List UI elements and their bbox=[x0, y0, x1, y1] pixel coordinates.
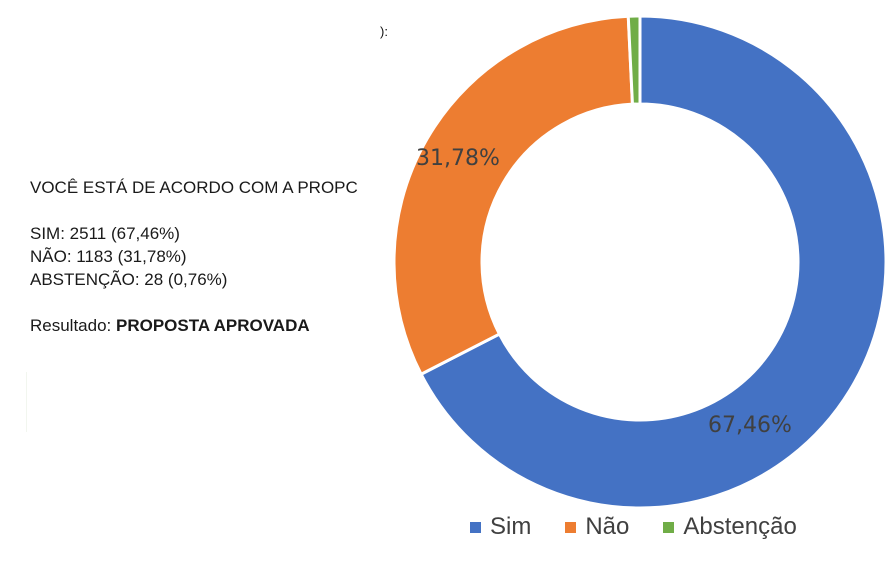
legend-swatch-nao bbox=[565, 521, 577, 533]
legend-label-sim: Sim bbox=[490, 513, 532, 540]
slice-label-nao: 31,78% bbox=[416, 146, 500, 171]
legend-item-nao: Não bbox=[565, 513, 629, 541]
donut-slice-abstencao bbox=[626, 14, 642, 106]
donut-slice-nao bbox=[392, 14, 635, 377]
result-label: Resultado: bbox=[30, 316, 116, 335]
legend-item-sim: Sim bbox=[470, 513, 531, 541]
legend-swatch-abstencao bbox=[663, 521, 675, 533]
divider-line bbox=[26, 372, 27, 432]
result-line-abstencao: ABSTENÇÃO: 28 (0,76%) bbox=[30, 270, 228, 289]
donut-slices bbox=[392, 14, 888, 510]
result-value: PROPOSTA APROVADA bbox=[116, 316, 310, 335]
result-summary: Resultado: PROPOSTA APROVADA bbox=[30, 314, 372, 337]
donut-slice-sim bbox=[419, 14, 888, 510]
chart-legend: Sim Não Abstenção bbox=[470, 512, 831, 542]
legend-label-abstencao: Abstenção bbox=[683, 513, 797, 540]
question-text: VOCÊ ESTÁ DE ACORDO COM A PROPC bbox=[30, 178, 358, 197]
stray-text-fragment: ): bbox=[380, 24, 388, 39]
legend-item-abstencao: Abstenção bbox=[663, 513, 797, 541]
slice-label-sim: 67,46% bbox=[708, 413, 792, 438]
result-line-sim: SIM: 2511 (67,46%) bbox=[30, 224, 180, 243]
legend-swatch-sim bbox=[470, 521, 481, 533]
vote-summary: VOCÊ ESTÁ DE ACORDO COM A PROPC SIM: 251… bbox=[30, 176, 372, 337]
result-line-nao: NÃO: 1183 (31,78%) bbox=[30, 247, 187, 266]
legend-label-nao: Não bbox=[585, 513, 630, 540]
donut-chart: 67,46% 31,78% bbox=[392, 14, 888, 510]
